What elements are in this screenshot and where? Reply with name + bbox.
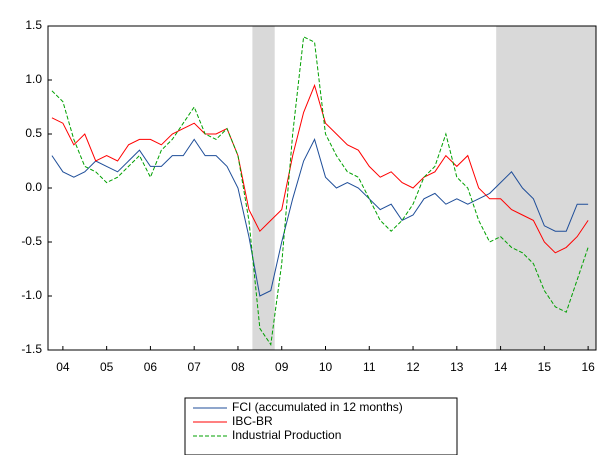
shaded-period bbox=[496, 26, 596, 350]
series-line bbox=[51, 83, 589, 254]
x-tick-label: 04 bbox=[56, 360, 70, 374]
y-tick-label: 0.5 bbox=[25, 126, 42, 140]
y-tick-label: 1.0 bbox=[25, 72, 42, 86]
x-tick-label: 08 bbox=[231, 360, 245, 374]
legend-label: IBC-BR bbox=[232, 414, 273, 428]
x-tick-label: 05 bbox=[100, 360, 114, 374]
legend-label: FCI (accumulated in 12 months) bbox=[232, 400, 403, 414]
y-tick-label: -1.5 bbox=[21, 342, 42, 356]
x-tick-label: 13 bbox=[450, 360, 464, 374]
y-tick-label: 1.5 bbox=[25, 18, 42, 32]
legend-box bbox=[184, 397, 458, 455]
y-tick-label: -0.5 bbox=[21, 234, 42, 248]
x-tick-label: 06 bbox=[144, 360, 158, 374]
x-tick-label: 07 bbox=[188, 360, 202, 374]
series-line bbox=[51, 36, 589, 346]
x-tick-label: 14 bbox=[494, 360, 508, 374]
x-tick-label: 11 bbox=[363, 360, 376, 374]
x-tick-label: 09 bbox=[275, 360, 289, 374]
x-tick-label: 10 bbox=[319, 360, 333, 374]
plot-frame bbox=[47, 25, 597, 351]
x-tick-label: 15 bbox=[538, 360, 552, 374]
x-tick-label: 12 bbox=[406, 360, 420, 374]
shaded-period bbox=[252, 26, 275, 350]
x-tick-label: 16 bbox=[581, 360, 595, 374]
y-tick-label: 0.0 bbox=[25, 180, 42, 194]
series-line bbox=[51, 138, 589, 297]
y-tick-label: -1.0 bbox=[21, 288, 42, 302]
legend-label: Industrial Production bbox=[232, 428, 341, 442]
